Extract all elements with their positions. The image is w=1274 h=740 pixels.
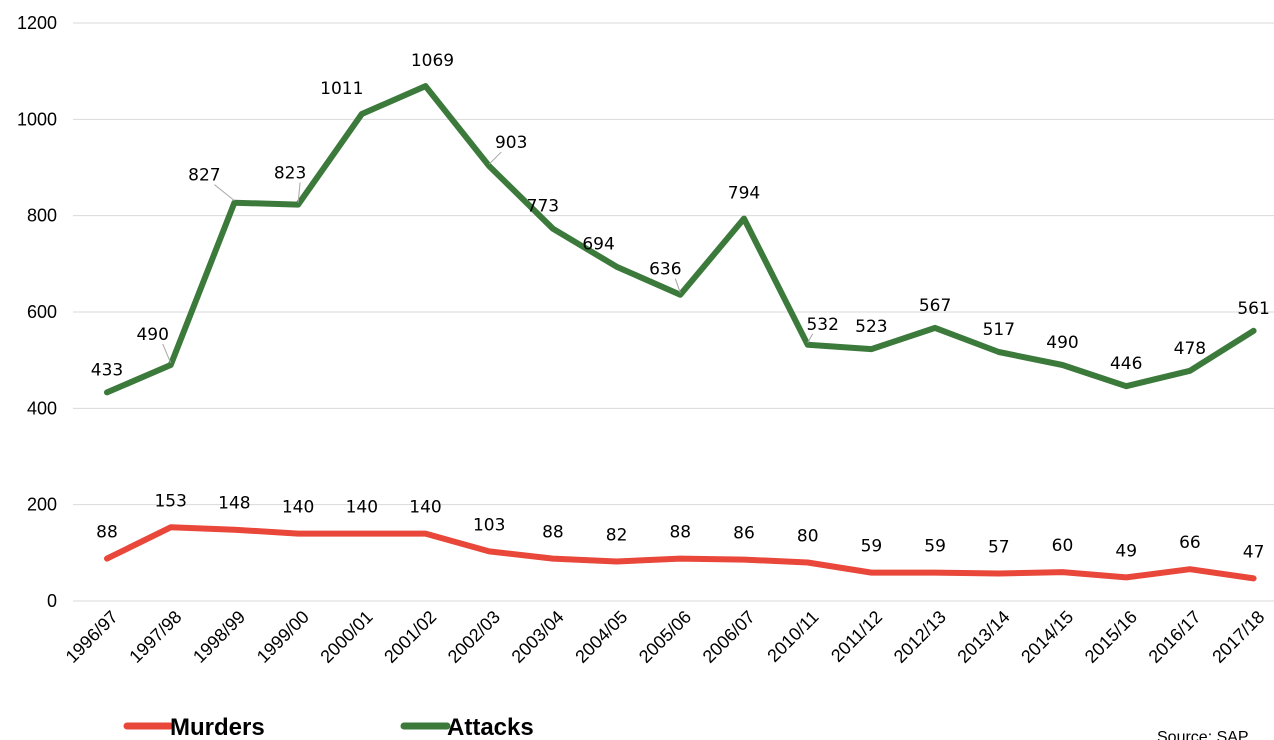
data-label-attacks: 903 [495, 133, 527, 153]
x-tick-label: 2016/17 [1145, 607, 1205, 667]
legend-label-attacks: Attacks [447, 714, 534, 740]
x-tick-label: 2006/07 [699, 607, 759, 667]
data-label-murders: 57 [988, 538, 1010, 558]
data-label-murders: 86 [733, 524, 755, 544]
x-tick-label: 2001/02 [380, 607, 440, 667]
data-label-leader [214, 184, 235, 202]
data-label-attacks: 490 [136, 325, 168, 345]
data-label-leader [162, 343, 172, 364]
data-label-attacks: 532 [806, 315, 838, 335]
series-line-attacks [104, 83, 1257, 396]
source-note: Source: SAP [1157, 729, 1249, 740]
y-tick-label: 200 [27, 495, 57, 515]
y-axis-tick-labels: 0 200 400 600 800 1000 1200 [17, 13, 57, 611]
x-tick-label: 1999/00 [253, 607, 313, 667]
data-label-attacks: 827 [188, 166, 220, 186]
data-label-murders: 140 [409, 498, 441, 518]
x-tick-label: 2003/04 [508, 607, 568, 667]
x-tick-label: 2017/18 [1208, 607, 1268, 667]
data-label-attacks: 1011 [320, 79, 363, 99]
y-tick-label: 0 [47, 591, 57, 611]
data-label-murders: 66 [1179, 533, 1201, 553]
data-label-attacks: 433 [91, 360, 123, 380]
data-label-murders: 140 [282, 498, 314, 518]
x-tick-label: 2013/14 [953, 607, 1013, 667]
data-label-murders: 59 [861, 537, 883, 557]
x-tick-label: 2002/03 [444, 607, 504, 667]
data-label-attacks: 567 [919, 296, 951, 316]
data-label-murders: 88 [669, 523, 691, 543]
x-tick-label: 1998/99 [189, 607, 249, 667]
x-tick-label: 1997/98 [125, 607, 185, 667]
x-tick-label: 2004/05 [571, 607, 631, 667]
data-label-murders: 80 [797, 526, 819, 546]
series-lines [104, 83, 1257, 582]
data-label-murders: 47 [1243, 542, 1265, 562]
data-label-murders: 140 [346, 498, 378, 518]
data-label-murders: 148 [218, 494, 250, 514]
y-tick-label: 600 [27, 302, 57, 322]
data-label-murders: 103 [473, 515, 505, 535]
data-label-murders: 153 [154, 491, 186, 511]
x-tick-label: 1996/97 [62, 607, 122, 667]
legend-label-murders: Murders [170, 714, 265, 740]
data-label-murders: 88 [542, 523, 564, 543]
data-label-attacks: 446 [1110, 354, 1142, 374]
data-label-leader [807, 333, 814, 343]
x-tick-label: 2005/06 [635, 607, 695, 667]
gridlines [73, 22, 1274, 602]
x-tick-label: 2011/12 [827, 607, 886, 666]
data-label-attacks: 478 [1174, 339, 1206, 359]
data-label-attacks: 794 [728, 184, 760, 204]
data-label-attacks: 517 [983, 320, 1015, 340]
data-label-leader [488, 151, 502, 165]
data-label-attacks: 1069 [411, 51, 454, 71]
y-tick-label: 800 [27, 206, 57, 226]
x-tick-label: 2014/15 [1017, 607, 1077, 667]
data-label-attacks: 694 [582, 235, 614, 255]
data-label-attacks: 773 [527, 197, 559, 217]
x-tick-label: 2010/11 [763, 607, 822, 666]
data-label-attacks: 523 [855, 317, 887, 337]
y-tick-label: 1200 [17, 13, 57, 33]
data-label-murders: 60 [1052, 536, 1074, 556]
y-tick-label: 1000 [17, 109, 57, 129]
data-label-leader [297, 182, 301, 203]
data-label-leader [674, 278, 681, 293]
data-label-attacks: 490 [1046, 333, 1078, 353]
data-label-murders: 49 [1115, 541, 1137, 561]
data-label-murders: 88 [96, 523, 118, 543]
series-line-murders [104, 524, 1257, 582]
data-label-leaders [162, 151, 814, 364]
data-label-attacks: 561 [1237, 299, 1269, 319]
data-label-attacks: 823 [274, 164, 306, 184]
x-axis-tick-labels: 1996/97 1997/98 1998/99 1999/00 2000/01 2001/… [62, 607, 1269, 667]
y-tick-label: 400 [27, 398, 57, 418]
data-label-attacks: 636 [649, 260, 681, 280]
data-label-murders: 82 [606, 526, 628, 546]
x-tick-label: 2012/13 [890, 607, 950, 667]
x-tick-label: 2000/01 [316, 607, 376, 667]
legend: Murders Attacks [123, 714, 534, 740]
data-label-murders: 59 [924, 537, 946, 557]
x-tick-label: 2015/16 [1081, 607, 1141, 667]
data-labels: 88 153 148 140 140 140 103 88 82 88 86 80 59 59 57 60 49… [91, 51, 1270, 562]
